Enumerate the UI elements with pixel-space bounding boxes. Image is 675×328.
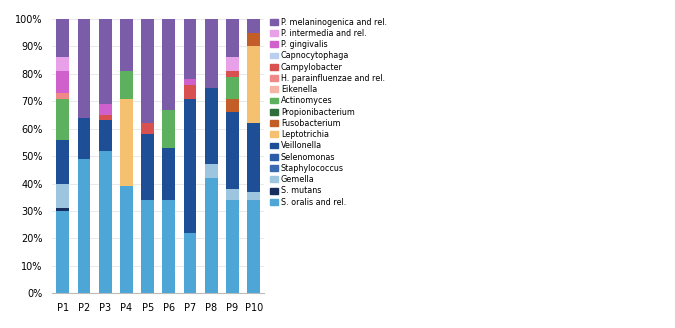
Bar — [57, 93, 69, 98]
Bar — [78, 19, 90, 118]
Bar — [141, 134, 154, 200]
Bar — [141, 123, 154, 134]
Bar — [57, 208, 69, 211]
Bar — [247, 192, 260, 200]
Bar — [184, 98, 196, 233]
Legend: P. melaninogenica and rel., P. intermedia and rel., P. gingivalis, Capnocytophag: P. melaninogenica and rel., P. intermedi… — [271, 17, 387, 207]
Bar — [226, 57, 239, 71]
Bar — [226, 19, 239, 57]
Bar — [99, 104, 111, 115]
Bar — [247, 33, 260, 47]
Bar — [184, 233, 196, 293]
Bar — [205, 164, 217, 178]
Bar — [120, 71, 133, 98]
Bar — [141, 200, 154, 293]
Bar — [57, 184, 69, 208]
Bar — [120, 186, 133, 293]
Bar — [184, 79, 196, 85]
Bar — [120, 98, 133, 186]
Bar — [163, 200, 176, 293]
Bar — [99, 115, 111, 120]
Bar — [184, 85, 196, 98]
Bar — [226, 71, 239, 77]
Bar — [99, 120, 111, 151]
Bar — [226, 77, 239, 98]
Bar — [226, 200, 239, 293]
Bar — [247, 47, 260, 123]
Bar — [57, 71, 69, 93]
Bar — [226, 98, 239, 112]
Bar — [99, 151, 111, 293]
Bar — [205, 178, 217, 293]
Bar — [141, 19, 154, 123]
Bar — [247, 19, 260, 33]
Bar — [163, 110, 176, 148]
Bar — [57, 19, 69, 57]
Bar — [57, 57, 69, 71]
Bar — [57, 98, 69, 140]
Bar — [78, 159, 90, 293]
Bar — [226, 112, 239, 189]
Bar — [163, 148, 176, 200]
Bar — [205, 88, 217, 164]
Bar — [247, 123, 260, 192]
Bar — [226, 189, 239, 200]
Bar — [120, 19, 133, 71]
Bar — [99, 19, 111, 104]
Bar — [163, 19, 176, 110]
Bar — [184, 19, 196, 79]
Bar — [78, 118, 90, 159]
Bar — [247, 200, 260, 293]
Bar — [57, 140, 69, 184]
Bar — [205, 19, 217, 88]
Bar — [57, 211, 69, 293]
